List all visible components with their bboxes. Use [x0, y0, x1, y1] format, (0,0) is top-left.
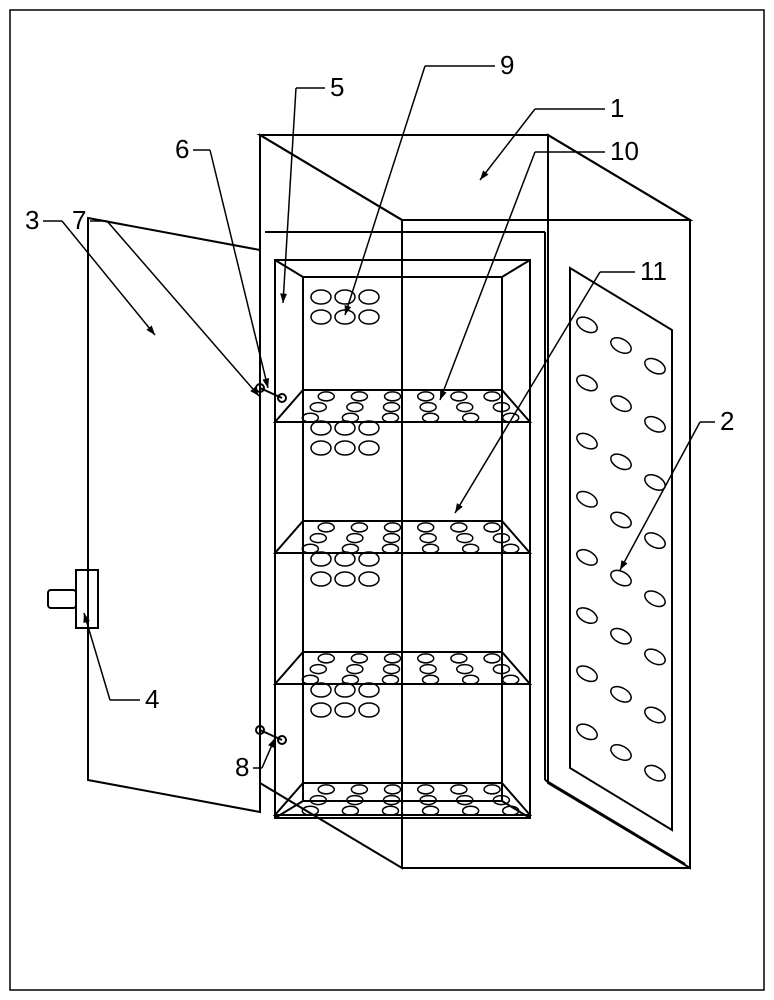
label-5: 5: [330, 72, 344, 102]
side-panel: [570, 268, 672, 830]
label-1: 1: [610, 93, 624, 123]
label-9: 9: [500, 50, 514, 80]
label-2: 2: [720, 406, 734, 436]
door-handle: [48, 570, 98, 628]
door: [48, 218, 286, 812]
label-10: 10: [610, 136, 639, 166]
label-7: 7: [72, 205, 86, 235]
side-vents: [574, 314, 668, 784]
callout-labels: 1 9 10 5 6 3 7 11 2 4 8: [25, 50, 734, 782]
label-3: 3: [25, 205, 39, 235]
cabinet-body: [260, 135, 690, 868]
cabinet-drawing: 1 9 10 5 6 3 7 11 2 4 8: [0, 0, 774, 1000]
label-11: 11: [640, 256, 667, 286]
label-8: 8: [235, 752, 249, 782]
label-6: 6: [175, 134, 189, 164]
label-4: 4: [145, 684, 159, 714]
